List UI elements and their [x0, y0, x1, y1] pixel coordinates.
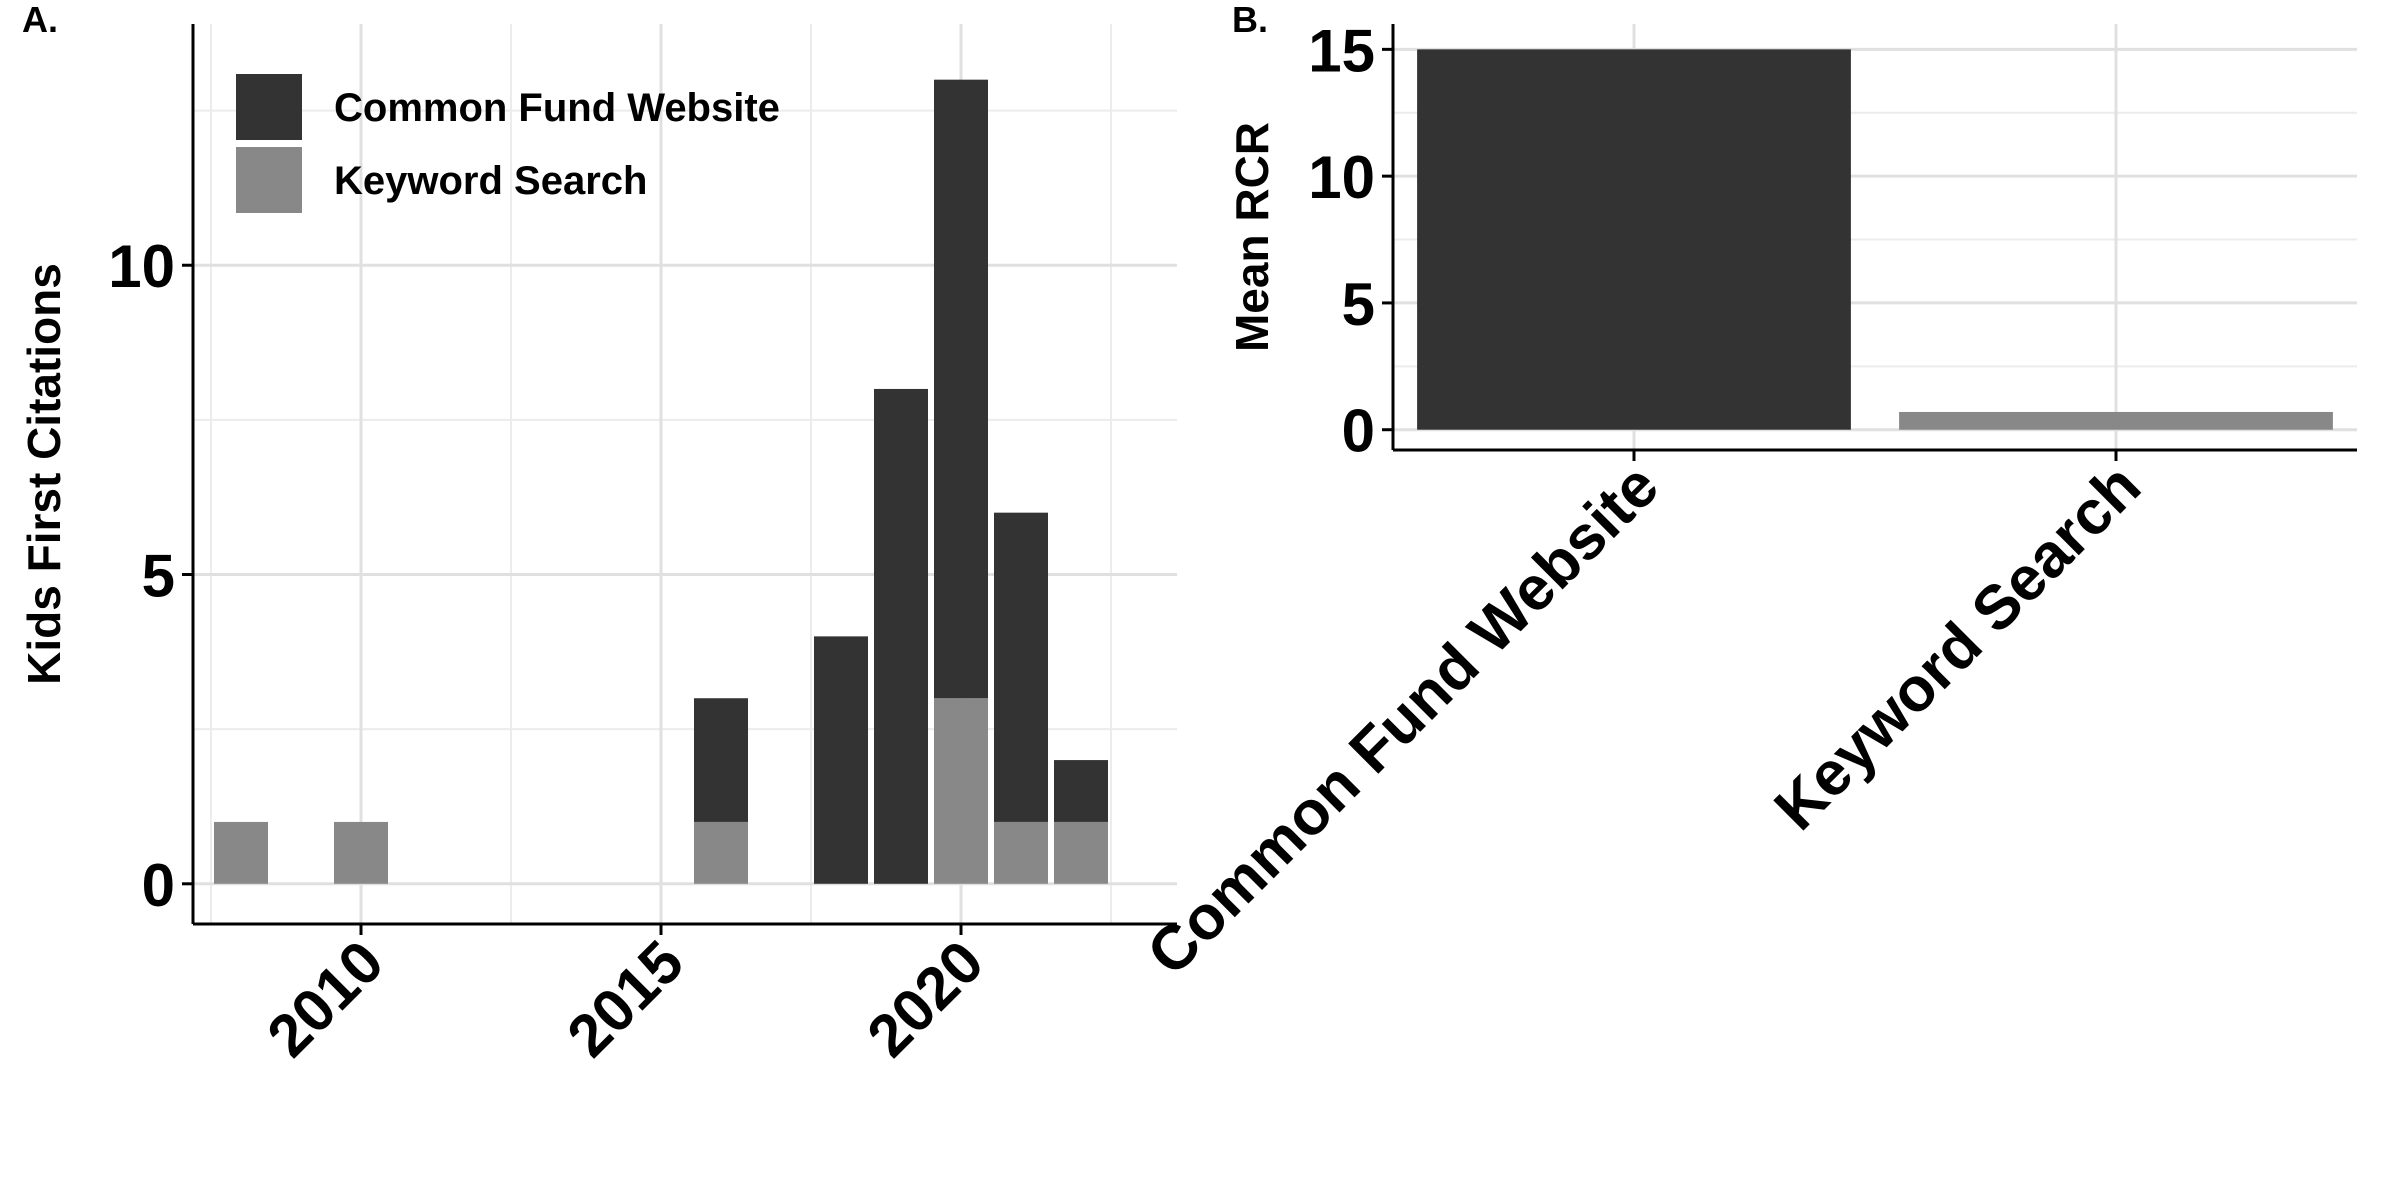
legend-key-common-fund-website [236, 74, 302, 140]
bar-keyword-search-2022 [1054, 821, 1108, 884]
bar-common-fund-website-2021 [994, 512, 1048, 822]
panel-b-y-ticks: 0 5 10 15 [1308, 17, 1393, 465]
bar-common-fund-website-2020 [934, 79, 988, 699]
bar-keyword-search [1899, 411, 2333, 430]
panel-a-chart: Common Fund Website Keyword Search 0 5 10 2… [18, 24, 1177, 1070]
y-tick-label: 10 [1308, 144, 1375, 211]
panel-a-label: A. [22, 0, 58, 40]
y-tick-label: 0 [1342, 398, 1375, 465]
bar-common-fund-website-2016 [694, 698, 748, 822]
x-tick-label: Common Fund Website [1134, 451, 1672, 989]
bar-keyword-search-2020 [934, 698, 988, 884]
x-tick-label: 2010 [254, 928, 396, 1070]
panel-b-x-ticks: Common Fund Website Keyword Search [1134, 450, 2154, 989]
panel-a-legend: Common Fund Website Keyword Search [236, 74, 780, 213]
legend-label-common-fund-website: Common Fund Website [334, 86, 780, 130]
panel-b-label: B. [1232, 0, 1268, 40]
legend-label-keyword-search: Keyword Search [334, 159, 647, 203]
panel-a-y-axis-label: Kids First Citations [18, 263, 70, 685]
panel-a-bars [214, 79, 1108, 884]
y-tick-label: 10 [108, 233, 175, 300]
bar-common-fund-website-2022 [1054, 760, 1108, 822]
bar-common-fund-website-2019 [874, 388, 928, 884]
y-tick-label: 5 [1342, 271, 1375, 338]
legend-key-keyword-search [236, 147, 302, 213]
panel-a-y-ticks: 0 5 10 [108, 233, 193, 919]
y-tick-label: 0 [142, 852, 175, 919]
bar-common-fund-website [1417, 49, 1851, 430]
y-tick-label: 15 [1308, 17, 1375, 84]
x-tick-label: 2020 [854, 928, 996, 1070]
bar-keyword-search-2010 [334, 821, 388, 884]
panel-b-chart: 0 5 10 15 Common Fund Website Keyword Search… [1134, 17, 2357, 989]
bar-keyword-search-2021 [994, 821, 1048, 884]
panel-a-x-ticks: 2010 2015 2020 [254, 924, 996, 1070]
bar-common-fund-website-2018 [814, 636, 868, 884]
panel-b-bars [1417, 49, 2333, 430]
bar-keyword-search-2008 [214, 821, 268, 884]
y-tick-label: 5 [142, 543, 175, 610]
bar-keyword-search-2016 [694, 821, 748, 884]
panel-b-y-axis-label: Mean RCR [1226, 122, 1278, 352]
x-tick-label: Keyword Search [1762, 451, 2154, 843]
x-tick-label: 2015 [554, 928, 696, 1070]
